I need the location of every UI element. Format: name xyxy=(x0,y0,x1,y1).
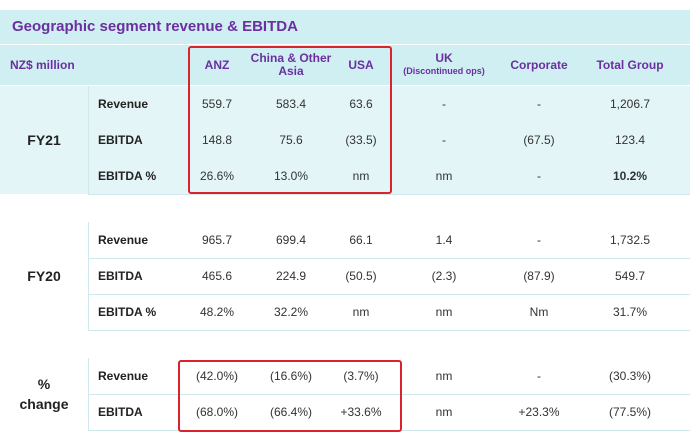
cell-corporate: - xyxy=(537,369,541,383)
cell-corporate: - xyxy=(537,169,541,183)
cell-total: 31.7% xyxy=(612,305,648,319)
title-bar: Geographic segment revenue & EBITDA xyxy=(0,10,690,44)
cell-usa: 63.6 xyxy=(349,97,373,111)
cell-china: 583.4 xyxy=(275,97,307,111)
cell-uk: - xyxy=(442,97,446,111)
cell-usa: 66.1 xyxy=(349,233,373,247)
cell-corporate: - xyxy=(537,97,541,111)
page-title: Geographic segment revenue & EBITDA xyxy=(12,18,298,35)
cell-china: (66.4%) xyxy=(269,405,313,419)
fy21-label: FY21 xyxy=(0,86,88,194)
highlight-box-fy21 xyxy=(188,46,392,194)
cell-china: 699.4 xyxy=(275,233,307,247)
header-unit: NZ$ million xyxy=(10,57,75,72)
cell-uk: nm xyxy=(435,305,453,319)
cell-total: 123.4 xyxy=(614,133,646,147)
cell-uk: nm xyxy=(435,369,453,383)
cell-usa: (50.5) xyxy=(345,269,377,283)
table-row: Revenue (42.0%) (16.6%) (3.7%) nm - (30.… xyxy=(88,358,690,395)
row-label: Revenue xyxy=(98,97,149,111)
section-fy20: FY20 Revenue 965.7 699.4 66.1 1.4 - 1,73… xyxy=(0,222,690,332)
cell-uk: nm xyxy=(435,169,453,183)
cell-total: 1,732.5 xyxy=(609,233,651,247)
cell-corporate: +23.3% xyxy=(518,405,560,419)
highlight-box-change xyxy=(178,360,402,432)
header-anz: ANZ xyxy=(204,57,230,72)
row-label: EBITDA % xyxy=(98,169,157,183)
divider xyxy=(88,222,89,330)
cell-anz: (68.0%) xyxy=(195,405,239,419)
header-china: China & Other Asia xyxy=(250,51,332,78)
table-row: EBITDA % 48.2% 32.2% nm nm Nm 31.7% xyxy=(88,294,690,331)
fy20-label: FY20 xyxy=(0,222,88,330)
table-header: NZ$ million ANZ China & Other Asia USA U… xyxy=(0,45,690,85)
cell-corporate: (67.5) xyxy=(523,133,555,147)
cell-total: (30.3%) xyxy=(608,369,652,383)
cell-corporate: (87.9) xyxy=(523,269,555,283)
divider xyxy=(88,86,89,194)
header-corporate: Corporate xyxy=(510,57,568,72)
cell-usa: nm xyxy=(352,169,370,183)
table-row: EBITDA 465.6 224.9 (50.5) (2.3) (87.9) 5… xyxy=(88,258,690,295)
cell-anz: (42.0%) xyxy=(195,369,239,383)
header-usa: USA xyxy=(348,57,374,72)
table-row: Revenue 965.7 699.4 66.1 1.4 - 1,732.5 xyxy=(88,222,690,259)
row-label: Revenue xyxy=(98,369,149,383)
cell-usa: (3.7%) xyxy=(343,369,379,383)
cell-china: (16.6%) xyxy=(269,369,313,383)
row-label: EBITDA xyxy=(98,269,143,283)
cell-total: (77.5%) xyxy=(608,405,652,419)
change-label-line1: % xyxy=(37,376,51,392)
cell-usa: nm xyxy=(352,305,370,319)
cell-china: 224.9 xyxy=(275,269,307,283)
cell-usa: +33.6% xyxy=(340,405,382,419)
header-uk: UK (Discontinued ops) xyxy=(394,45,494,85)
cell-total: 10.2% xyxy=(612,169,648,183)
cell-uk: - xyxy=(442,133,446,147)
section-change: % change Revenue (42.0%) (16.6%) (3.7%) … xyxy=(0,358,690,432)
divider xyxy=(88,358,89,430)
cell-china: 13.0% xyxy=(273,169,309,183)
cell-uk: (2.3) xyxy=(431,269,457,283)
cell-usa: (33.5) xyxy=(345,133,377,147)
cell-anz: 148.8 xyxy=(201,133,233,147)
cell-uk: 1.4 xyxy=(435,233,453,247)
cell-uk: nm xyxy=(435,405,453,419)
cell-corporate: - xyxy=(537,233,541,247)
cell-corporate: Nm xyxy=(529,305,549,319)
cell-china: 75.6 xyxy=(279,133,303,147)
header-uk-sub: (Discontinued ops) xyxy=(403,66,485,76)
cell-china: 32.2% xyxy=(273,305,309,319)
cell-anz: 26.6% xyxy=(199,169,235,183)
row-label: Revenue xyxy=(98,233,149,247)
cell-total: 549.7 xyxy=(614,269,646,283)
cell-anz: 965.7 xyxy=(201,233,233,247)
cell-total: 1,206.7 xyxy=(609,97,651,111)
cell-anz: 559.7 xyxy=(201,97,233,111)
row-label: EBITDA xyxy=(98,405,143,419)
row-label: EBITDA % xyxy=(98,305,157,319)
change-label-line2: change xyxy=(19,396,69,412)
row-label: EBITDA xyxy=(98,133,143,147)
cell-anz: 465.6 xyxy=(201,269,233,283)
change-label: % change xyxy=(0,358,88,430)
cell-anz: 48.2% xyxy=(199,305,235,319)
header-uk-label: UK xyxy=(435,51,453,65)
header-total: Total Group xyxy=(596,57,664,72)
